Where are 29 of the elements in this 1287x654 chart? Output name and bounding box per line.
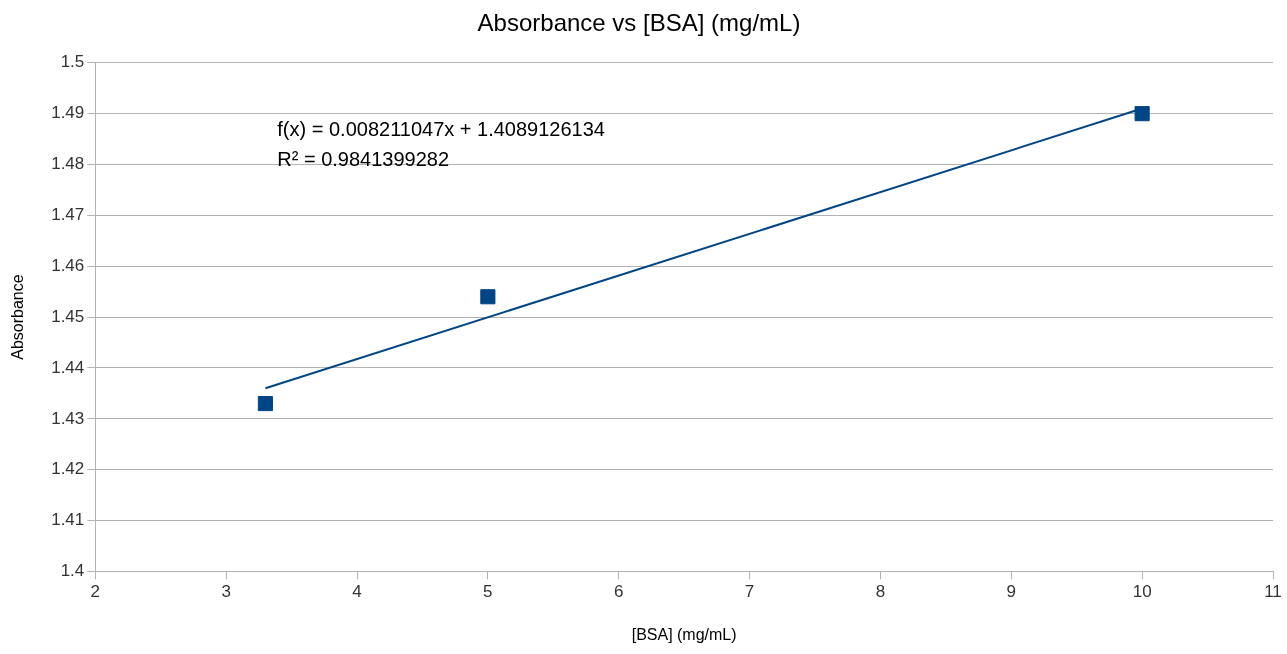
annotation: R² = 0.9841399282 [277,148,450,171]
point [1134,106,1150,122]
y-tick-label: 1.4 [60,561,85,581]
x-tick-label: 3 [221,582,231,602]
point [257,395,273,412]
x-tick-label: 4 [352,582,362,602]
x-tick-label: 11 [1264,582,1282,602]
x-tick-label: 9 [1006,582,1017,602]
y-tick-label: 1.47 [51,205,85,225]
y-tick-label: 1.45 [51,306,85,326]
y-tick-label: 1.44 [51,357,85,377]
x-tick-label: 10 [1132,582,1152,602]
x-axis-title: [BSA] (mg/mL) [631,625,737,643]
annotation: f(x) = 0.008211047x + 1.4089126134 [277,118,605,141]
y-tick-label: 1.5 [60,52,85,72]
x-tick-label: 6 [613,582,624,602]
x-tick-label: 7 [744,582,755,602]
x-tick-label: 5 [483,582,493,602]
x-tick-label: 2 [90,582,101,602]
point [480,289,496,305]
y-axis-title: Absorbance [9,274,27,360]
y-tick-label: 1.48 [51,154,85,174]
chart-title: Absorbance vs [BSA] (mg/mL) [477,9,801,37]
y-tick-label: 1.42 [51,459,85,479]
y-tick-label: 1.46 [51,255,85,275]
x-tick-label: 8 [875,582,886,602]
y-tick-label: 1.49 [51,103,85,123]
y-tick-label: 1.41 [51,510,85,530]
y-tick-label: 1.43 [51,408,85,428]
